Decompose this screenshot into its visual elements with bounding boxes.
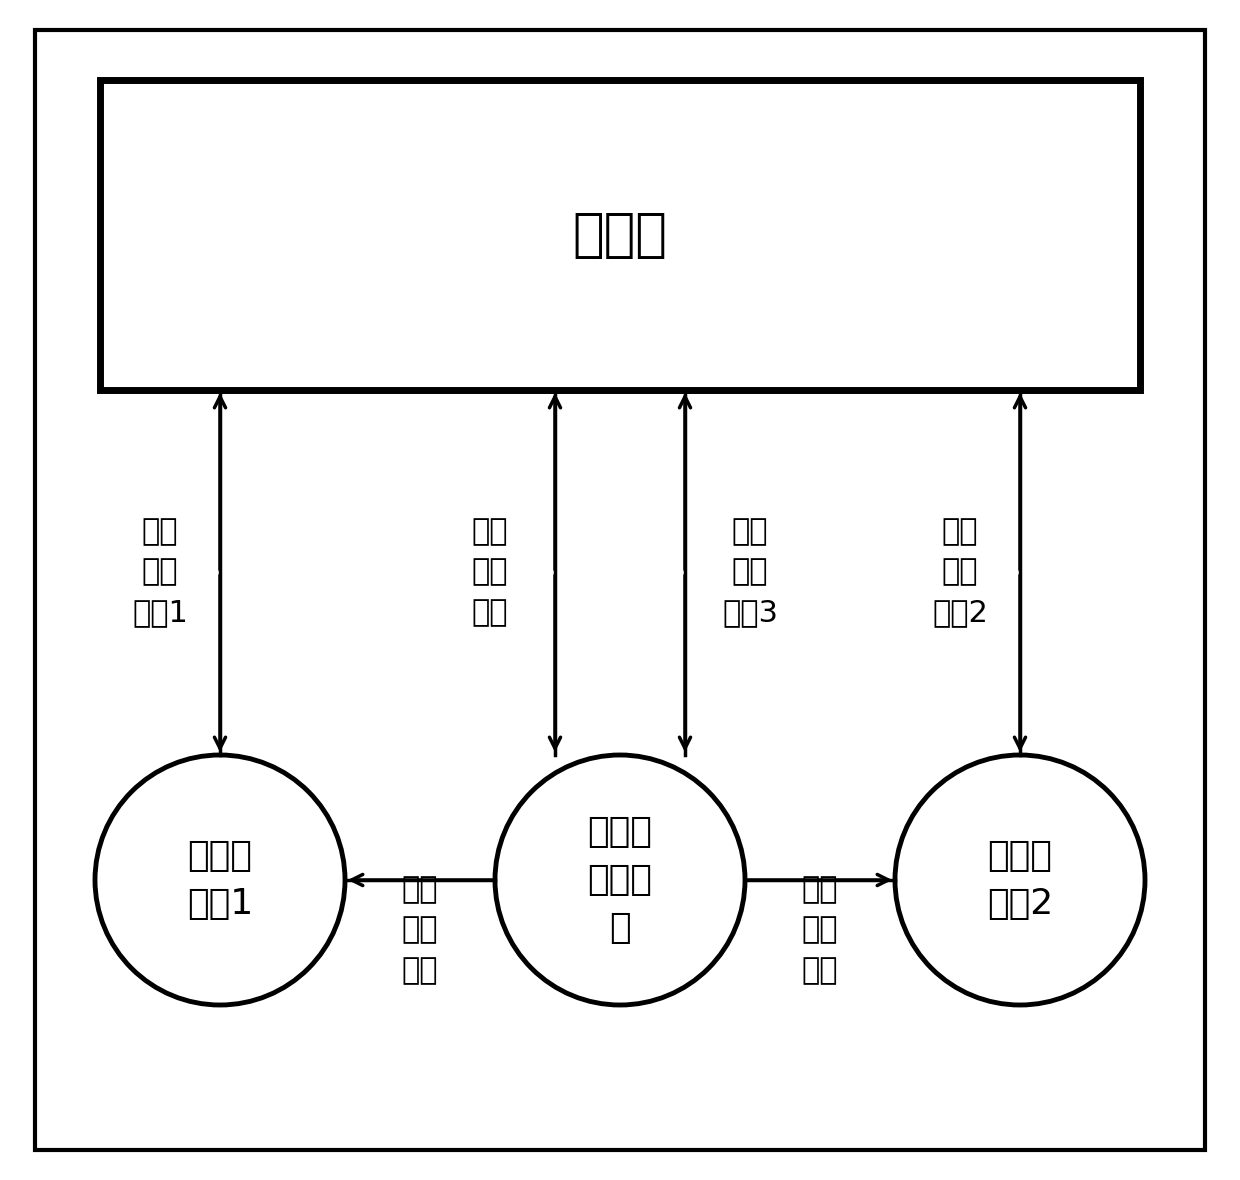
Circle shape (895, 755, 1145, 1005)
Text: 第二
同步
链路1: 第二 同步 链路1 (133, 517, 188, 627)
Text: 第一
同步
链路3: 第一 同步 链路3 (722, 517, 777, 627)
Bar (100, 80, 1140, 391)
Text: 第一
通信
链路: 第一 通信 链路 (402, 876, 438, 985)
Circle shape (95, 755, 345, 1005)
Text: 第一
通信
链路: 第一 通信 链路 (802, 876, 838, 985)
Text: 第一中
心从设
备: 第一中 心从设 备 (588, 815, 652, 944)
Circle shape (495, 755, 745, 1005)
Text: 第二
同步
链路2: 第二 同步 链路2 (932, 517, 988, 627)
Text: 外围从
设备1: 外围从 设备1 (187, 839, 253, 920)
Text: 主设备: 主设备 (573, 209, 667, 261)
Text: 外围从
设备2: 外围从 设备2 (987, 839, 1053, 920)
Text: 第二
通信
链路: 第二 通信 链路 (471, 517, 508, 627)
